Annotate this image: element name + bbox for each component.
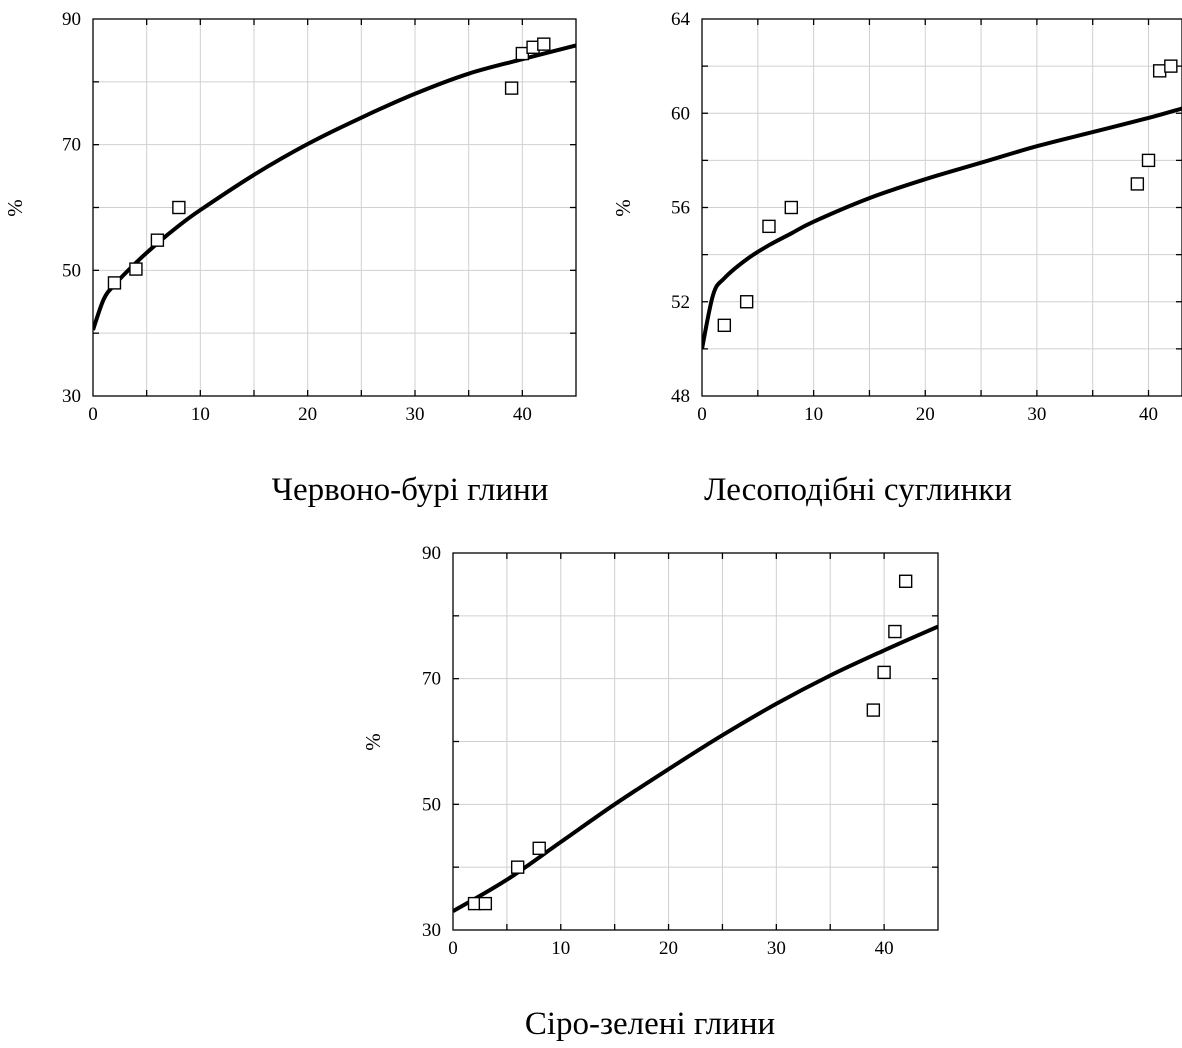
chart-panel-2: 0 10 20 30 40 48 52 56 60 64% Лесоподібні суглинки [611, 9, 1182, 508]
x-tick-label: 0 [697, 404, 707, 425]
data-point [129, 262, 143, 276]
x-tick-label: 0 [88, 404, 98, 425]
data-point [866, 703, 881, 717]
fit-curve [453, 624, 938, 913]
y-axis-label: % [361, 733, 385, 751]
data-point [717, 318, 732, 333]
y-tick-label: 30 [422, 920, 441, 941]
data-point [1141, 153, 1156, 168]
x-tick-label: 30 [1027, 404, 1046, 425]
x-tick-label: 20 [659, 938, 678, 959]
x-tick-label: 20 [916, 404, 935, 425]
data-point [784, 200, 799, 215]
data-point [1130, 177, 1145, 191]
data-point [1152, 64, 1167, 78]
chart-caption: Лесоподібні суглинки [704, 472, 1012, 508]
data-point [537, 37, 551, 51]
y-tick-label: 90 [62, 9, 81, 30]
y-tick-label: 56 [671, 198, 690, 219]
data-point [172, 200, 186, 215]
chart-panel-1: 0 10 20 30 40 30 50 70 90% Червоно-бурі глини [3, 9, 577, 508]
x-tick-label: 10 [191, 404, 210, 425]
data-point [504, 81, 519, 95]
y-tick-label: 30 [62, 386, 81, 407]
x-tick-label: 20 [298, 404, 317, 425]
y-tick-label: 90 [422, 543, 441, 564]
x-tick-label: 30 [406, 404, 425, 425]
data-point [1164, 59, 1178, 73]
y-tick-label: 48 [671, 386, 690, 407]
y-axis-label: % [3, 199, 27, 217]
y-tick-label: 50 [62, 260, 81, 281]
y-tick-label: 60 [671, 103, 690, 124]
x-tick-label: 0 [448, 938, 458, 959]
data-point [478, 896, 493, 911]
x-tick-label: 10 [551, 938, 570, 959]
y-tick-label: 64 [671, 9, 691, 30]
fit-curve [93, 43, 576, 331]
y-tick-label: 70 [62, 135, 81, 156]
x-tick-label: 40 [1139, 404, 1158, 425]
x-tick-label: 30 [767, 938, 786, 959]
y-axis-label: % [611, 199, 635, 217]
data-point [150, 233, 165, 247]
x-tick-label: 10 [804, 404, 823, 425]
y-tick-label: 50 [422, 794, 441, 815]
chart-caption: Сіро-зелені глини [525, 1006, 775, 1042]
data-point [898, 574, 913, 588]
y-tick-label: 70 [422, 669, 441, 690]
chart-caption: Червоно-бурі глини [272, 472, 549, 508]
x-tick-label: 40 [513, 404, 532, 425]
fit-curve [702, 106, 1182, 350]
data-point [532, 841, 546, 856]
y-tick-label: 52 [671, 292, 690, 313]
data-point [888, 624, 902, 639]
data-point [762, 219, 776, 234]
data-point [510, 860, 525, 874]
x-tick-label: 40 [875, 938, 894, 959]
data-point [739, 295, 754, 309]
chart-panel-3: 0 10 20 30 40 30 50 70 90% Сіро-зелені глини [361, 543, 939, 1042]
data-point [877, 665, 891, 680]
data-point [107, 276, 122, 290]
